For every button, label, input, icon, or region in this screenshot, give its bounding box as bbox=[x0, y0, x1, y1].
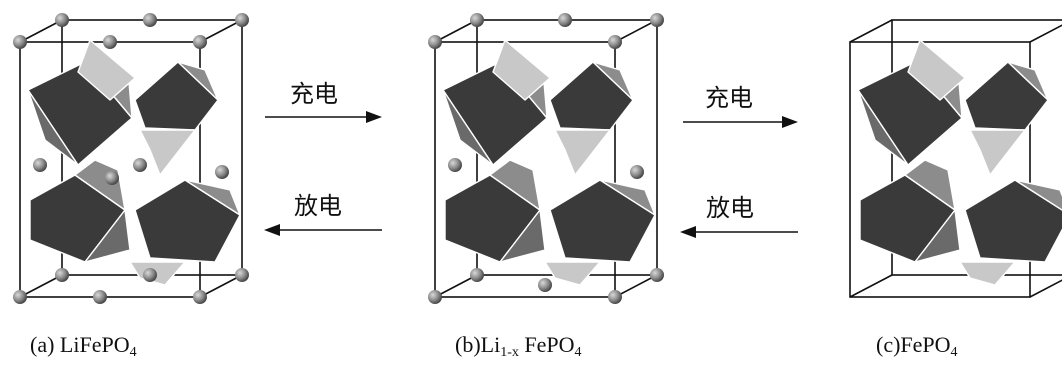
charge-label-1: 充电 bbox=[290, 80, 338, 108]
caption-fepo4: (c)FePO4 bbox=[876, 332, 958, 360]
charge-arrow-1 bbox=[265, 111, 382, 123]
discharge-label-2: 放电 bbox=[706, 194, 754, 222]
structure-li1-x-fepo4 bbox=[428, 13, 664, 304]
caption-li1-x-fepo4: (b)Li1-x FePO4 bbox=[455, 332, 582, 360]
li-atoms bbox=[13, 13, 249, 304]
polyhedra bbox=[857, 39, 1062, 286]
structure-fepo4 bbox=[849, 19, 1062, 298]
li-atoms bbox=[428, 13, 664, 304]
discharge-label-1: 放电 bbox=[294, 192, 342, 220]
charge-label-2: 充电 bbox=[705, 84, 753, 112]
caption-lifepo4: (a) LiFePO4 bbox=[30, 332, 137, 360]
charge-arrow-2 bbox=[683, 116, 798, 128]
structure-lifepo4 bbox=[13, 13, 249, 304]
polyhedra bbox=[27, 39, 241, 286]
discharge-arrow-1 bbox=[264, 224, 382, 236]
discharge-arrow-2 bbox=[680, 226, 798, 238]
polyhedra bbox=[442, 39, 656, 286]
